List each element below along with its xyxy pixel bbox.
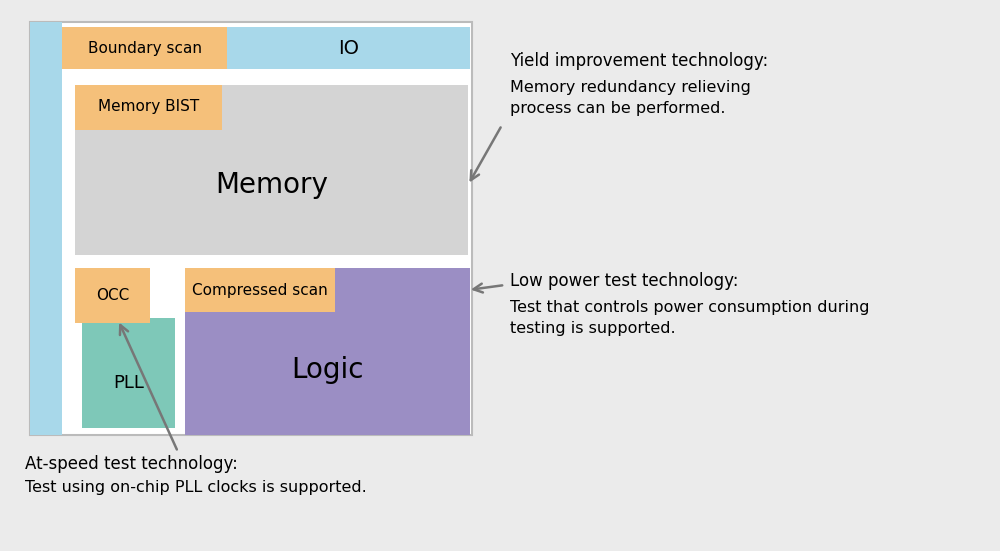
Bar: [75, 268, 150, 323]
Text: IO: IO: [338, 39, 359, 57]
Text: Memory redundancy relieving
process can be performed.: Memory redundancy relieving process can …: [510, 80, 751, 116]
Text: PLL: PLL: [113, 374, 144, 392]
Bar: [185, 268, 470, 435]
Bar: [227, 27, 470, 69]
Text: Compressed scan: Compressed scan: [192, 283, 328, 298]
Text: Test using on-chip PLL clocks is supported.: Test using on-chip PLL clocks is support…: [25, 480, 367, 495]
Bar: [185, 268, 335, 312]
Bar: [30, 22, 472, 435]
Text: Low power test technology:: Low power test technology:: [510, 272, 738, 290]
Bar: [75, 85, 468, 255]
Bar: [30, 22, 62, 435]
Text: OCC: OCC: [96, 288, 129, 302]
Text: Yield improvement technology:: Yield improvement technology:: [510, 52, 768, 70]
Bar: [62, 27, 227, 69]
Text: Test that controls power consumption during
testing is supported.: Test that controls power consumption dur…: [510, 300, 870, 336]
Text: At-speed test technology:: At-speed test technology:: [25, 455, 238, 473]
Bar: [75, 85, 222, 130]
Text: Boundary scan: Boundary scan: [88, 41, 202, 56]
Text: Logic: Logic: [291, 355, 364, 383]
Bar: [82, 318, 175, 428]
Text: Memory BIST: Memory BIST: [98, 100, 199, 115]
Text: Memory: Memory: [215, 171, 328, 199]
